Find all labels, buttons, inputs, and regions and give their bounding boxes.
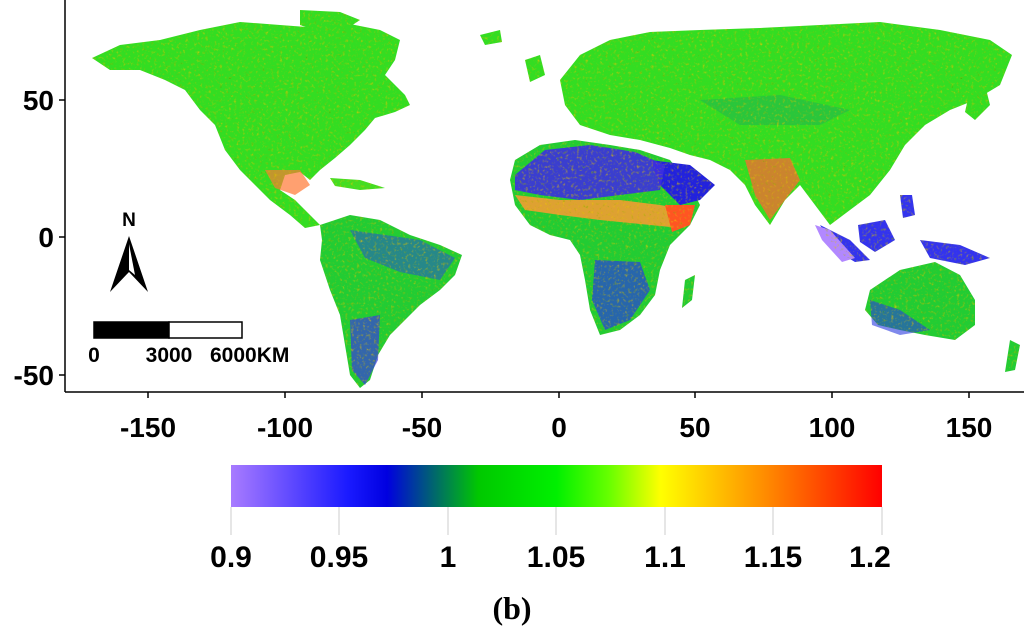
- colorbar-ticks: [230, 507, 883, 535]
- plot-frame: [64, 0, 1024, 393]
- colorbar: 0.9 0.95 1 1.05 1.1 1.15 1.2: [210, 465, 891, 574]
- colorbar-tick-label: 0.95: [310, 541, 368, 574]
- scale-bar-black-segment: [93, 321, 170, 339]
- north-arrow: N: [110, 210, 148, 292]
- x-tick-label: 0: [551, 412, 567, 443]
- y-tick-label: 50: [23, 85, 54, 116]
- x-tick-label: -50: [402, 412, 442, 443]
- x-tick-label: 50: [679, 412, 710, 443]
- scale-bar: 0 3000 6000KM: [88, 321, 289, 367]
- y-tick-label: -50: [14, 360, 54, 391]
- x-tick-label: -100: [257, 412, 313, 443]
- north-arrow-label: N: [122, 210, 136, 231]
- x-tick-label: -150: [120, 412, 176, 443]
- x-axis-ticks: -150 -100 -50 0 50 100 150: [120, 392, 992, 443]
- colorbar-tick-label: 1.05: [527, 541, 585, 574]
- scale-bar-label: 3000: [146, 344, 193, 367]
- y-axis-ticks: 50 0 -50: [14, 85, 65, 391]
- colorbar-tick-label: 0.9: [210, 541, 252, 574]
- colorbar-tick-label: 1: [440, 541, 457, 574]
- panel-label: (b): [492, 590, 532, 626]
- colorbar-tick-label: 1.1: [644, 541, 686, 574]
- scale-bar-white-segment: [168, 321, 243, 339]
- y-tick-label: 0: [38, 222, 54, 253]
- north-arrow-highlight: [129, 244, 135, 275]
- colorbar-tick-label: 1.15: [744, 541, 802, 574]
- x-tick-label: 100: [809, 412, 856, 443]
- scale-bar-label: 0: [88, 344, 100, 367]
- scale-bar-label: 6000KM: [210, 344, 289, 367]
- colorbar-gradient: [231, 465, 882, 507]
- x-tick-label: 150: [946, 412, 993, 443]
- colorbar-tick-label: 1.2: [849, 541, 891, 574]
